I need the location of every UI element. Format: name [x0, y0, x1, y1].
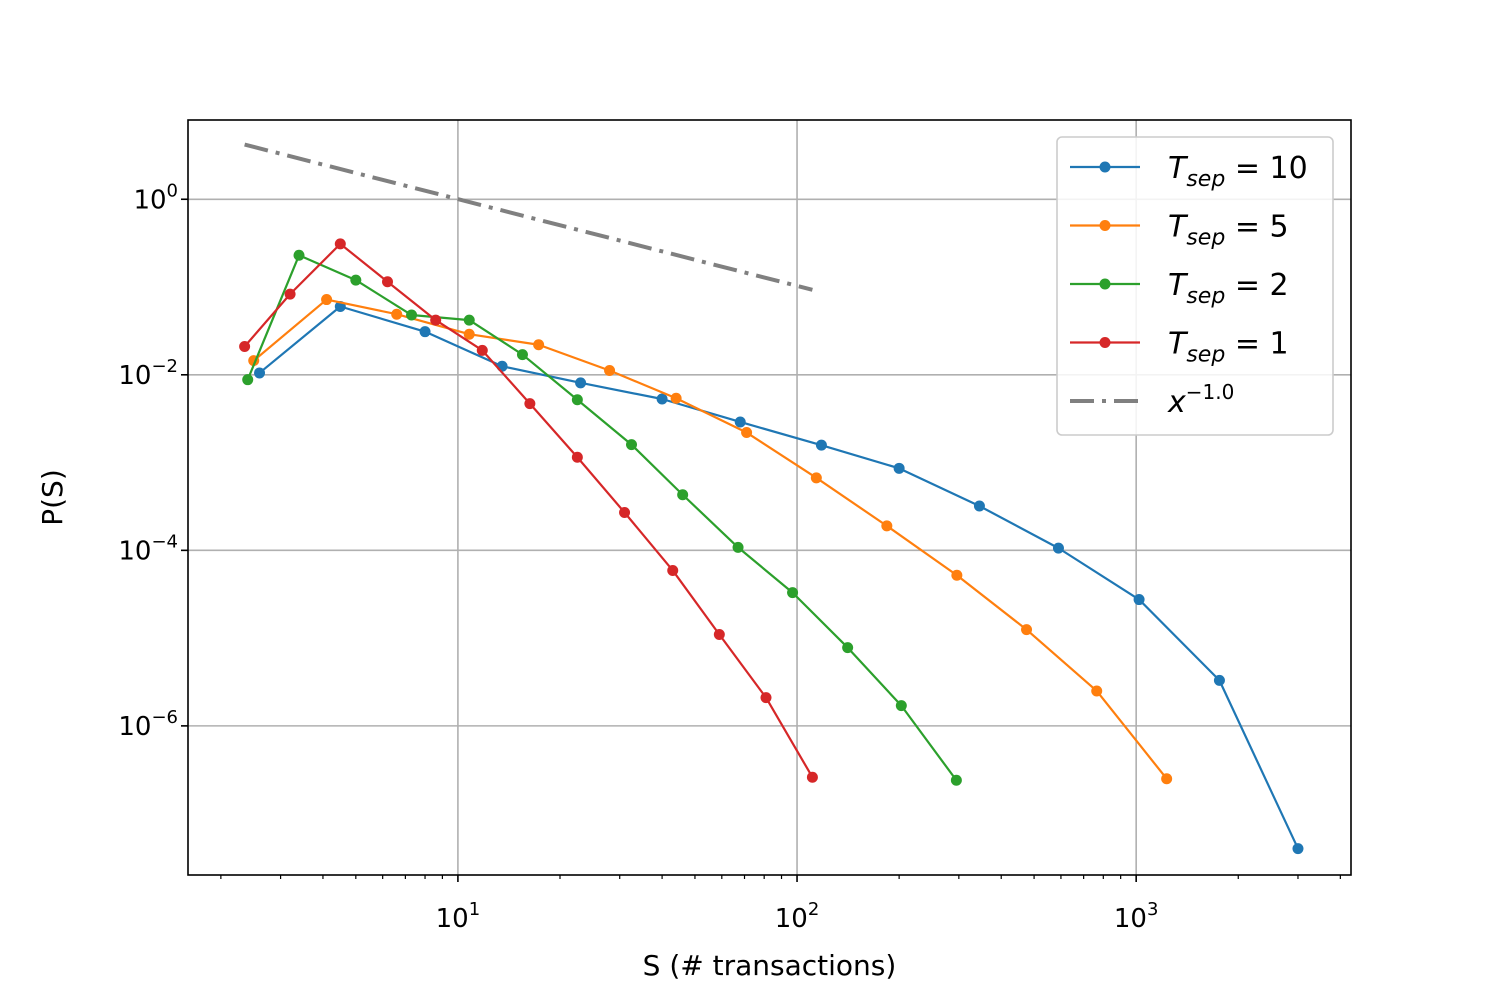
plot-area — [239, 142, 1304, 855]
data-point — [842, 642, 854, 654]
data-point — [604, 364, 616, 376]
data-point — [350, 274, 362, 286]
data-point — [254, 367, 266, 379]
legend-box — [1056, 136, 1334, 436]
data-point — [1161, 773, 1173, 785]
axes-frame — [187, 119, 1352, 876]
data-point — [1292, 843, 1304, 855]
series-0 — [254, 301, 1304, 855]
x-tick-label: 102 — [775, 899, 820, 934]
series-3 — [239, 238, 818, 783]
data-point — [533, 339, 545, 351]
data-point — [893, 462, 905, 474]
data-point — [1133, 594, 1145, 606]
legend: Tsep = 10 Tsep = 5 Tsep = 2 Tsep = 1 x−1.0 — [1056, 136, 1334, 436]
data-point — [787, 587, 799, 599]
legend-swatch-marker — [1099, 278, 1111, 290]
legend-label: Tsep = 10 — [1168, 151, 1308, 192]
legend-label: Tsep = 1 — [1168, 327, 1289, 368]
y-tick-label: 10−4 — [118, 531, 178, 566]
data-point — [242, 374, 254, 386]
data-point — [516, 349, 528, 361]
y-tick-label: 100 — [133, 180, 178, 215]
legend-swatch-marker — [1099, 337, 1111, 348]
data-point — [895, 700, 907, 712]
y-axis-label: P(S) — [36, 469, 69, 526]
data-point — [571, 451, 583, 463]
series-line — [246, 254, 958, 781]
data-point — [524, 398, 536, 410]
data-point — [321, 294, 333, 306]
data-point — [619, 506, 631, 518]
data-point — [881, 520, 893, 532]
y-tick-label: 10−2 — [118, 356, 178, 391]
data-point — [391, 308, 403, 320]
data-point — [334, 238, 346, 250]
tick-labels: 101 102 103 100 10−2 10−4 10−6 — [118, 180, 1158, 934]
data-point — [575, 377, 587, 389]
data-point — [1091, 685, 1103, 697]
data-point — [1213, 674, 1225, 686]
data-point — [656, 393, 668, 405]
data-point — [677, 489, 689, 501]
data-point — [670, 392, 682, 404]
x-tick-label: 101 — [436, 899, 481, 934]
data-point — [667, 564, 679, 576]
y-tick-label: 10−6 — [118, 707, 178, 742]
data-point — [734, 416, 746, 428]
data-point — [760, 692, 772, 704]
data-point — [239, 341, 251, 353]
data-point — [951, 569, 963, 581]
data-point — [815, 439, 827, 451]
data-point — [476, 344, 488, 356]
legend-swatch-marker — [1099, 220, 1111, 231]
data-point — [463, 328, 475, 340]
data-point — [950, 774, 962, 786]
data-point — [496, 360, 508, 372]
data-point — [713, 628, 725, 640]
data-point — [463, 314, 475, 326]
data-point — [732, 541, 744, 553]
x-tick-label: 103 — [1114, 899, 1159, 934]
data-point — [571, 394, 583, 406]
data-point — [806, 771, 818, 783]
data-point — [406, 309, 418, 321]
data-point — [973, 500, 985, 512]
x-axis-label: S (# transactions) — [643, 949, 897, 982]
data-point — [419, 326, 431, 338]
data-point — [430, 314, 442, 326]
data-point — [293, 249, 305, 261]
legend-label: Tsep = 2 — [1168, 268, 1289, 309]
data-point — [1021, 624, 1033, 636]
data-point — [741, 427, 753, 439]
data-point — [1052, 542, 1064, 554]
legend-swatch-marker — [1099, 161, 1111, 173]
data-point — [810, 472, 822, 484]
legend-label: Tsep = 5 — [1168, 210, 1289, 251]
series-2 — [242, 249, 962, 786]
data-point — [626, 439, 638, 451]
data-point — [382, 276, 394, 288]
reference-line — [244, 142, 813, 292]
data-point — [284, 288, 296, 300]
series-line — [258, 305, 1299, 850]
legend-label: x−1.0 — [1167, 380, 1234, 420]
axis-ticks — [181, 198, 1137, 882]
